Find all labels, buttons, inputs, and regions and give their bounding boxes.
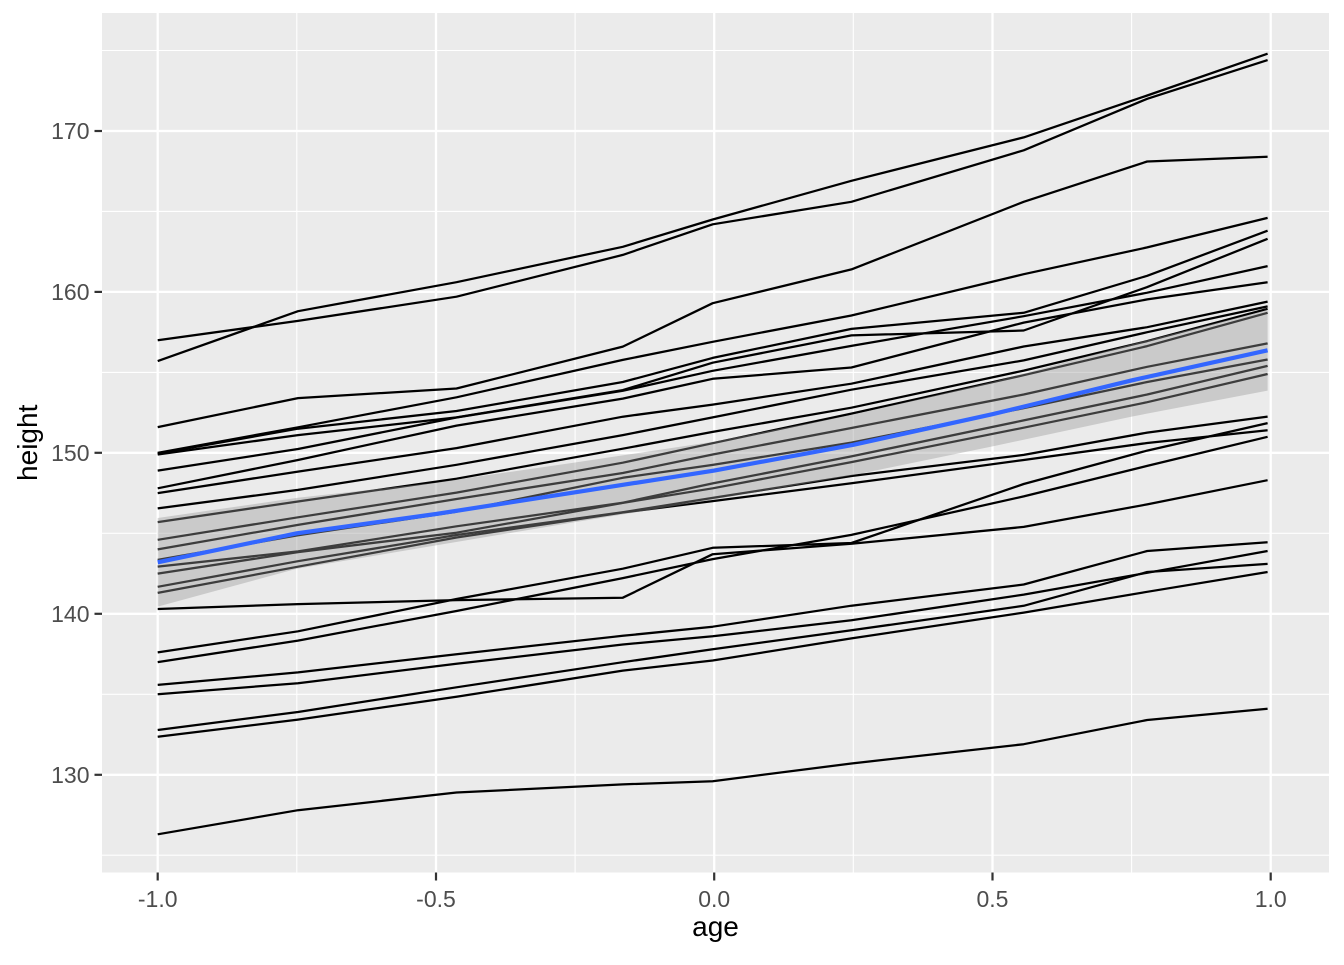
- svg-text:1.0: 1.0: [1255, 886, 1287, 912]
- svg-text:age: age: [692, 911, 739, 942]
- svg-text:140: 140: [51, 601, 89, 627]
- svg-text:150: 150: [51, 440, 89, 466]
- svg-text:130: 130: [51, 762, 89, 788]
- svg-text:0.5: 0.5: [977, 886, 1009, 912]
- svg-text:0.0: 0.0: [698, 886, 730, 912]
- svg-text:170: 170: [51, 118, 89, 144]
- svg-text:160: 160: [51, 279, 89, 305]
- svg-text:-1.0: -1.0: [138, 886, 178, 912]
- svg-text:height: height: [12, 404, 43, 481]
- svg-text:-0.5: -0.5: [416, 886, 456, 912]
